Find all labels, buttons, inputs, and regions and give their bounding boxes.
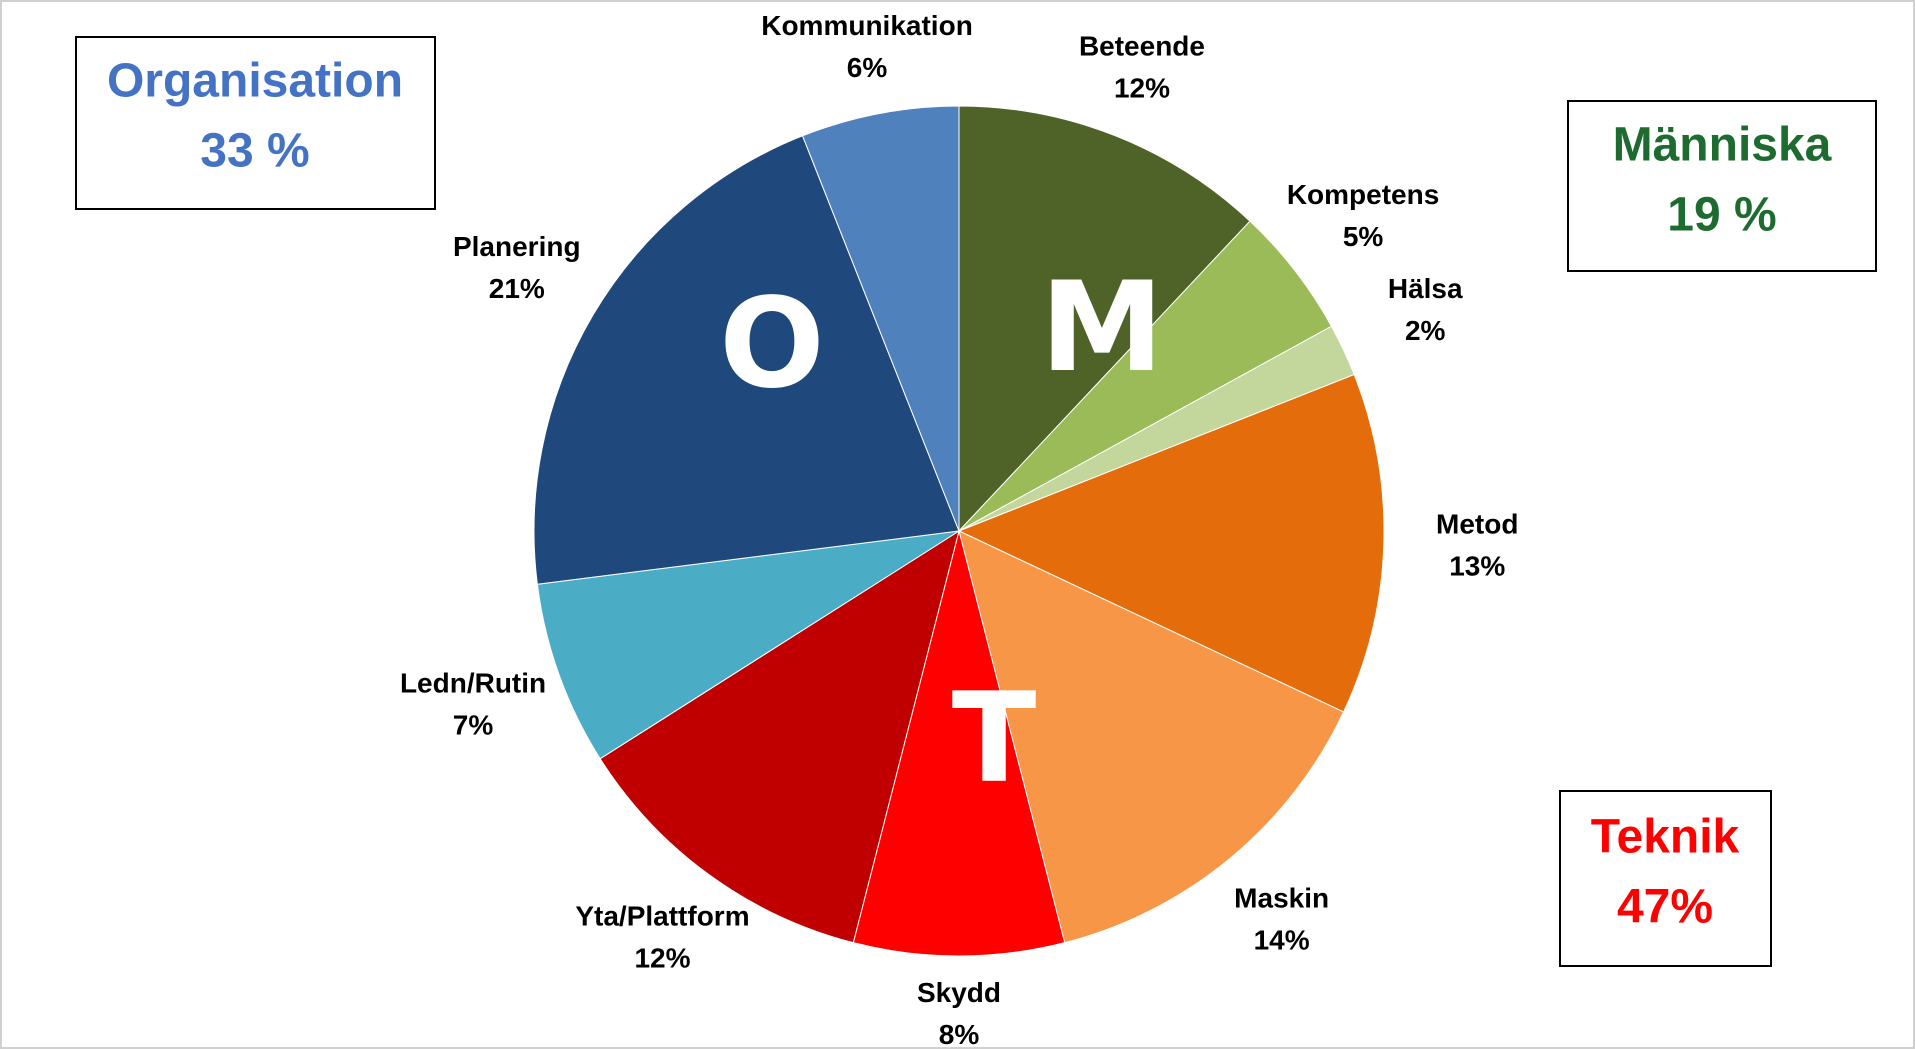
slice-label: Kommunikation: [761, 10, 973, 41]
slice-label: Hälsa: [1388, 273, 1463, 304]
slice-value: 12%: [634, 943, 690, 974]
pie-slice: [599, 529, 960, 944]
group-name: Organisation: [107, 55, 403, 108]
slice-value: 21%: [489, 273, 545, 304]
slice-value: 13%: [1449, 551, 1505, 582]
pie-slice: [533, 135, 960, 585]
pie-slice: [852, 530, 1066, 957]
slice-value: 12%: [1114, 72, 1170, 103]
slice-label: Planering: [453, 231, 581, 262]
group-value: 47%: [1617, 881, 1713, 934]
slice-label: Ledn/Rutin: [400, 667, 546, 698]
slice-label: Beteende: [1079, 30, 1205, 61]
slice-value: 8%: [939, 1019, 980, 1049]
group-box: [1559, 790, 1772, 967]
group-box: [1567, 100, 1877, 272]
group-box: [75, 36, 436, 210]
pie-slice: [536, 530, 960, 760]
slice-value: 14%: [1254, 924, 1310, 955]
annotation: M: [1040, 256, 1163, 400]
slice-value: 5%: [1343, 221, 1384, 252]
group-value: 19 %: [1667, 189, 1776, 242]
pie-slice: [958, 105, 1251, 533]
slice-label: Yta/Plattform: [575, 901, 749, 932]
pie-slice: [958, 530, 1345, 944]
slice-label: Kompetens: [1287, 179, 1439, 210]
pie-slice: [801, 105, 960, 532]
slice-value: 6%: [847, 52, 888, 83]
annotation: T: [952, 667, 1037, 811]
slice-label: Metod: [1436, 509, 1518, 540]
slice-value: 2%: [1405, 315, 1446, 346]
group-value: 33 %: [200, 125, 309, 178]
group-name: Människa: [1613, 119, 1832, 172]
slice-label: Skydd: [917, 977, 1001, 1008]
slice-label: Maskin: [1234, 882, 1329, 913]
pie-slice: [957, 373, 1385, 713]
group-name: Teknik: [1591, 811, 1740, 864]
slice-value: 7%: [453, 709, 494, 740]
annotation: O: [719, 272, 824, 416]
